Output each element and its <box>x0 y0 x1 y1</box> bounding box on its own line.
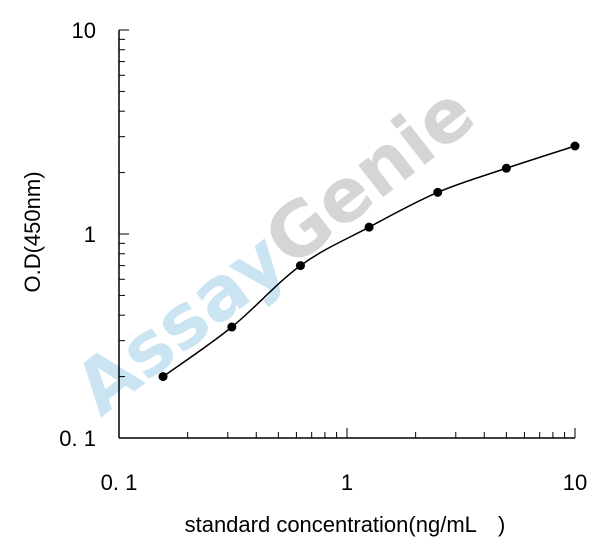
x-tick-labels: 0. 1 1 10 <box>101 470 588 495</box>
y-tick-label: 0. 1 <box>59 426 96 451</box>
data-point <box>158 372 168 382</box>
data-point <box>570 141 580 151</box>
y-tick-label: 1 <box>84 222 96 247</box>
x-tick-label: 10 <box>563 470 587 495</box>
minor-ticks <box>118 29 576 439</box>
y-axis-label: O.D(450nm) <box>20 171 45 292</box>
watermark: AssayGenie <box>59 69 491 433</box>
x-axis-label: standard concentration(ng/mL ) <box>185 512 506 537</box>
watermark-genie: Genie <box>249 69 490 284</box>
x-tick-label: 1 <box>341 470 353 495</box>
data-point <box>295 261 305 271</box>
y-tick-label: 10 <box>72 18 96 43</box>
data-point <box>364 222 374 232</box>
data-point <box>501 163 511 173</box>
data-point <box>227 322 237 332</box>
svg-text:AssayGenie: AssayGenie <box>59 69 491 433</box>
data-points <box>158 141 580 382</box>
data-point <box>433 187 443 197</box>
y-tick-labels: 0. 1 1 10 <box>59 18 96 451</box>
x-tick-label: 0. 1 <box>101 470 138 495</box>
watermark-assay: Assay <box>59 216 302 432</box>
